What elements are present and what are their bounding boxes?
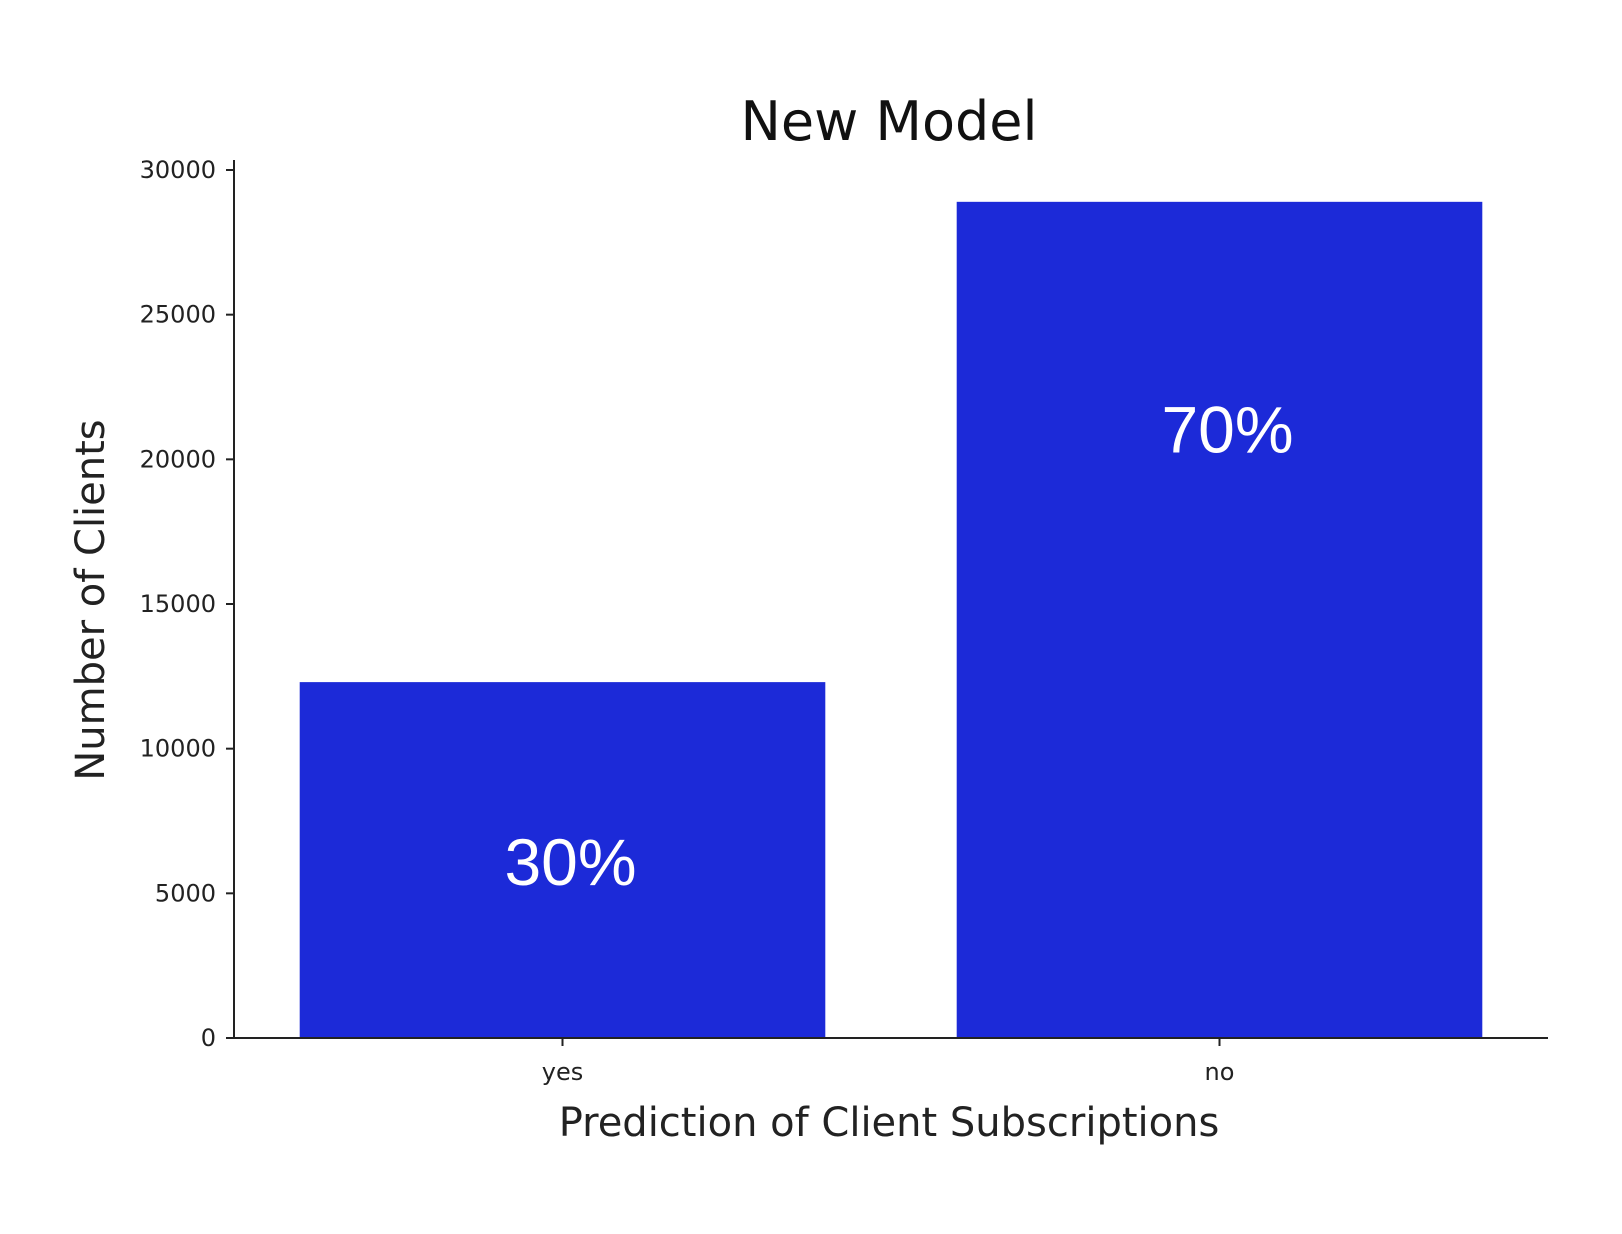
y-tick-label: 10000 [140,735,216,763]
y-tick-label: 25000 [140,301,216,329]
y-tick-label: 20000 [140,445,216,473]
x-tick-label: no [1205,1058,1235,1086]
y-axis-ticks: 0 5000 10000 15000 20000 25000 30000 [140,156,234,1052]
y-tick-label: 15000 [140,590,216,618]
bar-yes [299,682,826,1038]
bar-no [956,201,1483,1038]
bar-percent-label: 70% [1161,393,1293,467]
x-axis-ticks: yes no [542,1038,1235,1086]
x-tick-label: yes [542,1058,583,1086]
chart-title: New Model [740,90,1037,153]
bar-percent-label: 30% [504,825,636,899]
x-axis-title: Prediction of Client Subscriptions [559,1100,1220,1146]
plot-area: 30% 70% [299,201,1483,1038]
y-axis-title: Number of Clients [68,419,114,780]
y-tick-label: 30000 [140,156,216,184]
y-tick-label: 5000 [155,879,216,907]
y-tick-label: 0 [201,1024,216,1052]
